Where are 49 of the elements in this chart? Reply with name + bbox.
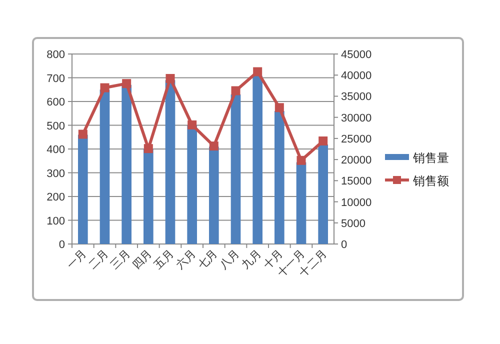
point (274, 103, 284, 112)
point (318, 136, 328, 146)
y2-tick-label: 35000 (341, 91, 372, 104)
y2-tick-label: 10000 (341, 196, 372, 209)
point (209, 142, 218, 151)
y-tick-label: 500 (46, 120, 65, 132)
y2-tick-label: 5000 (341, 218, 366, 230)
bar (318, 144, 328, 244)
y2-tick-label: 20000 (341, 154, 372, 167)
bar (209, 146, 219, 244)
y2-tick-label: 45000 (341, 49, 372, 61)
bar (274, 111, 284, 244)
point (144, 144, 153, 154)
y-tick-label: 700 (46, 72, 65, 85)
bar (296, 162, 306, 244)
point (100, 83, 110, 92)
point (188, 120, 197, 130)
bar (252, 76, 262, 244)
bar (187, 125, 197, 244)
y-tick-label: 200 (46, 192, 65, 204)
x-tick-label: 三月 (108, 248, 133, 272)
y-tick-label: 800 (46, 49, 65, 61)
y2-tick-label: 25000 (341, 133, 372, 146)
y2-tick-label: 40000 (341, 70, 372, 82)
y-tick-label: 600 (46, 96, 65, 108)
point (78, 130, 88, 139)
y-tick-label: 300 (46, 168, 65, 180)
point (166, 74, 175, 83)
y-tick-label: 100 (46, 215, 65, 228)
bar (230, 94, 241, 244)
bar (144, 149, 154, 244)
y-tick-label: 0 (58, 239, 65, 251)
y-tick-label: 400 (46, 144, 65, 156)
x-tick-label: 一月 (64, 248, 90, 272)
point (253, 67, 262, 76)
point (231, 86, 240, 96)
point (122, 79, 132, 88)
bar (122, 84, 132, 244)
y2-tick-label: 30000 (341, 112, 372, 124)
bar (165, 80, 176, 244)
point (296, 156, 306, 165)
y2-tick-label: 15000 (341, 176, 372, 188)
legend-label: 销售量 (412, 151, 449, 165)
bar (100, 90, 110, 244)
x-tick-label: 四月 (130, 248, 155, 272)
legend-label: 销售额 (412, 174, 449, 188)
x-tick-label: 二月 (86, 248, 111, 272)
bar (78, 134, 88, 244)
y2-tick-label: 0 (341, 239, 348, 251)
